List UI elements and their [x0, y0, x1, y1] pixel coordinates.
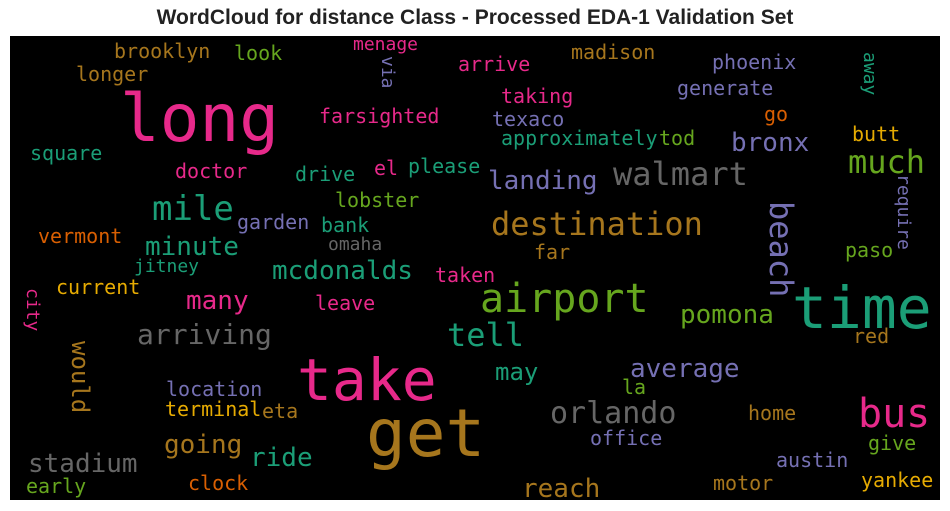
word-bus: bus — [858, 391, 931, 437]
word-going: going — [164, 430, 243, 460]
word-leave: leave — [315, 291, 376, 315]
word-brooklyn: brooklyn — [114, 39, 211, 63]
word-taken: taken — [435, 263, 496, 287]
word-pomona: pomona — [680, 300, 774, 330]
word-early: early — [26, 474, 87, 498]
word-square: square — [30, 141, 103, 165]
word-go: go — [764, 102, 789, 126]
word-texaco: texaco — [492, 107, 565, 131]
word-drive: drive — [295, 162, 356, 186]
word-away: away — [859, 52, 880, 96]
word-tod: tod — [659, 126, 696, 150]
word-phoenix: phoenix — [712, 50, 797, 74]
word-stadium: stadium — [28, 449, 138, 479]
word-red: red — [853, 324, 890, 348]
word-reach: reach — [522, 474, 601, 500]
word-time: time — [792, 274, 932, 342]
word-minute: minute — [145, 232, 239, 262]
word-tell: tell — [447, 316, 525, 354]
word-mcdonalds: mcdonalds — [272, 256, 413, 286]
word-doctor: doctor — [175, 159, 248, 183]
word-austin: austin — [776, 448, 849, 472]
word-arrive: arrive — [458, 52, 531, 76]
word-butt: butt — [852, 122, 901, 146]
word-bronx: bronx — [731, 128, 810, 158]
word-lobster: lobster — [335, 188, 420, 212]
word-motor: motor — [713, 471, 774, 495]
word-madison: madison — [571, 40, 656, 64]
word-many: many — [186, 286, 249, 316]
word-el: el — [374, 156, 399, 180]
word-farsighted: farsighted — [319, 104, 440, 128]
word-generate: generate — [677, 76, 774, 100]
word-mile: mile — [152, 189, 234, 229]
word-get: get — [366, 395, 486, 472]
word-much: much — [848, 143, 926, 181]
word-ride: ride — [250, 443, 313, 473]
word-average: average — [630, 354, 740, 384]
word-walmart: walmart — [613, 155, 748, 193]
word-look: look — [234, 41, 283, 65]
wordcloud-canvas: long get take time airport bus walmart destinat… — [10, 36, 940, 500]
word-omaha: omaha — [328, 234, 383, 255]
word-give: give — [868, 431, 917, 455]
word-arriving: arriving — [137, 318, 272, 351]
word-would: would — [66, 341, 94, 414]
chart-title: WordCloud for distance Class - Processed… — [156, 6, 794, 29]
word-taking: taking — [501, 84, 574, 108]
word-beach: beach — [762, 201, 800, 298]
word-destination: destination — [491, 205, 703, 243]
word-garden: garden — [237, 210, 310, 234]
word-home: home — [748, 401, 797, 425]
word-yankee: yankee — [861, 468, 934, 492]
word-jitney: jitney — [134, 256, 200, 277]
word-location: location — [166, 377, 263, 401]
word-la: la — [622, 375, 647, 399]
word-approximately: approximately — [501, 126, 658, 150]
word-orlando: orlando — [550, 396, 677, 431]
word-current: current — [56, 275, 141, 299]
word-airport: airport — [480, 276, 649, 322]
word-far: far — [534, 240, 571, 264]
word-office: office — [590, 426, 663, 450]
word-take: take — [297, 346, 437, 414]
word-please: please — [408, 154, 481, 178]
word-eta: eta — [262, 399, 299, 423]
word-landing: landing — [488, 166, 598, 196]
word-menage: menage — [353, 36, 419, 55]
word-vermont: vermont — [38, 224, 123, 248]
word-paso: paso — [845, 238, 894, 262]
word-terminal: terminal — [165, 397, 262, 421]
word-bank: bank — [321, 213, 370, 237]
word-longer: longer — [76, 62, 149, 86]
word-via: via — [377, 56, 398, 89]
word-may: may — [495, 358, 539, 386]
word-city: city — [22, 288, 43, 332]
word-long: long — [120, 80, 279, 157]
word-clock: clock — [188, 471, 249, 495]
word-require: require — [893, 174, 914, 250]
